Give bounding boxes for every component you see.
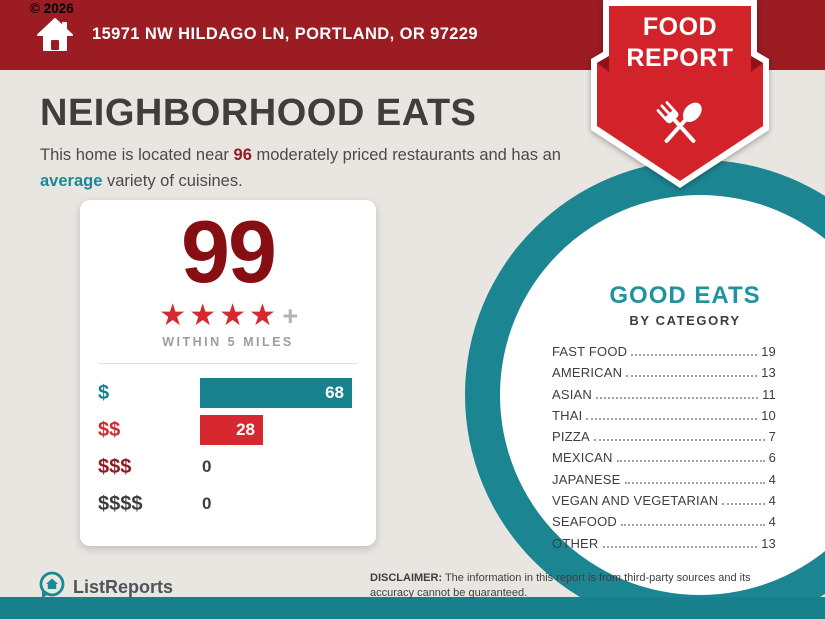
category-row: FAST FOOD 19 (552, 344, 776, 365)
price-bar-value: 28 (236, 420, 255, 439)
disclaimer: DISCLAIMER: The information in this repo… (370, 571, 795, 602)
good-eats-subtitle: BY CATEGORY (629, 313, 741, 328)
footer-bar (0, 597, 825, 619)
price-row: $$$ 0 0 (98, 452, 358, 482)
brand-name: ListReports (73, 577, 174, 597)
summary-text: This home is located near 96 moderately … (40, 142, 585, 195)
summary-post: variety of cuisines. (102, 172, 243, 191)
summary-mid: moderately priced restaurants and has an (251, 146, 561, 164)
category-count: 4 (768, 493, 776, 509)
category-label: JAPANESE (552, 471, 621, 487)
good-eats-circle (500, 195, 825, 595)
category-row: MEXICAN 6 (552, 450, 776, 471)
plus-icon: + (282, 300, 299, 331)
price-row: $$$$ 0 0 (98, 489, 358, 519)
category-label: FAST FOOD (552, 344, 628, 359)
price-bar-track: 0 0 (200, 489, 358, 519)
star-icon: ★ (159, 299, 187, 332)
category-row: SEAFOOD 4 (552, 514, 776, 535)
dotted-leader (596, 396, 759, 399)
crossed-utensils-icon (656, 101, 702, 143)
badge-title-line2: REPORT (626, 44, 734, 72)
category-count: 10 (761, 407, 776, 423)
disclaimer-label: DISCLAIMER: (370, 572, 443, 584)
dotted-leader (631, 354, 758, 356)
price-level-label: $$$$ (98, 492, 143, 515)
category-row: PIZZA 7 (552, 429, 776, 450)
dotted-leader (620, 524, 765, 527)
listreports-logo-icon (38, 571, 66, 604)
category-count: 6 (768, 450, 776, 466)
category-count: 13 (761, 535, 776, 551)
dotted-leader (722, 503, 765, 506)
restaurant-score: 99 (181, 202, 277, 301)
category-row: THAI 10 (552, 408, 776, 429)
dotted-leader (586, 417, 758, 420)
card-divider (98, 363, 358, 364)
disclaimer-text: The information in this report is from t… (370, 572, 751, 600)
category-count: 4 (768, 514, 776, 530)
price-row: $$ 28 28 (98, 415, 358, 445)
price-zero-value: 0 (202, 494, 212, 513)
price-bar-value: 68 (325, 383, 344, 402)
property-address: 15971 NW HILDAGO LN, PORTLAND, OR 97229 (92, 25, 479, 43)
category-row: VEGAN AND VEGETARIAN 4 (552, 493, 776, 514)
category-label: AMERICAN (552, 365, 623, 381)
price-row: $ 68 68 (98, 378, 358, 408)
dotted-leader (602, 545, 758, 548)
category-count: 4 (768, 471, 776, 487)
category-list: FAST FOOD 19 AMERICAN 13 ASIAN 11 THAI 1… (552, 344, 776, 557)
variety-highlight: average (40, 172, 103, 191)
price-level-label: $ (98, 381, 110, 404)
price-level-chart: $ 68 68 $$ 28 28 $$$ 0 0 (80, 364, 376, 519)
star-icon: ★ (249, 299, 276, 332)
page-title: NEIGHBORHOOD EATS (40, 92, 477, 134)
food-report-badge: FOOD REPORT (585, 0, 775, 200)
category-row: OTHER 13 (552, 536, 776, 557)
category-count: 11 (762, 386, 776, 402)
dotted-leader (626, 375, 758, 378)
price-zero-value: 0 (202, 457, 212, 476)
dotted-leader (593, 439, 765, 442)
price-bar-track: 68 68 (200, 378, 358, 408)
price-bar: 28 (200, 415, 263, 445)
restaurant-count: 96 (233, 146, 252, 164)
category-row: ASIAN 11 (552, 387, 776, 408)
summary-pre: This home is located near (40, 146, 234, 164)
score-card: 99 ★★★★+ WITHIN 5 MILES $ 68 68 $$ 28 28… (80, 200, 376, 546)
category-row: JAPANESE 4 (552, 472, 776, 493)
category-label: SEAFOOD (552, 514, 617, 530)
price-bar-track: 0 0 (200, 452, 358, 482)
home-icon (34, 15, 76, 60)
price-level-label: $$ (98, 418, 121, 441)
dotted-leader (616, 460, 765, 463)
category-label: OTHER (552, 535, 599, 551)
category-label: VEGAN AND VEGETARIAN (552, 493, 719, 509)
radius-label: WITHIN 5 MILES (162, 335, 294, 349)
copyright-text: © 2026 (30, 1, 74, 16)
listreports-brand: ListReports (38, 571, 173, 604)
badge-title-line1: FOOD (642, 13, 718, 41)
star-icon: ★ (219, 299, 247, 332)
category-label: ASIAN (552, 386, 593, 402)
price-bar: 68 (200, 378, 352, 408)
category-label: MEXICAN (552, 450, 613, 466)
category-row: AMERICAN 13 (552, 365, 776, 386)
price-level-label: $$$ (98, 455, 132, 478)
star-rating: ★ ★ ★ ★ + (80, 300, 376, 332)
category-count: 13 (761, 365, 776, 381)
dotted-leader (624, 481, 765, 484)
star-icon: ★ (189, 299, 217, 332)
category-count: 7 (768, 429, 776, 445)
price-bar-track: 28 28 (200, 415, 358, 445)
category-label: PIZZA (552, 429, 590, 445)
category-count: 19 (761, 344, 776, 359)
good-eats-title: GOOD EATS (609, 282, 761, 309)
category-label: THAI (552, 407, 583, 423)
